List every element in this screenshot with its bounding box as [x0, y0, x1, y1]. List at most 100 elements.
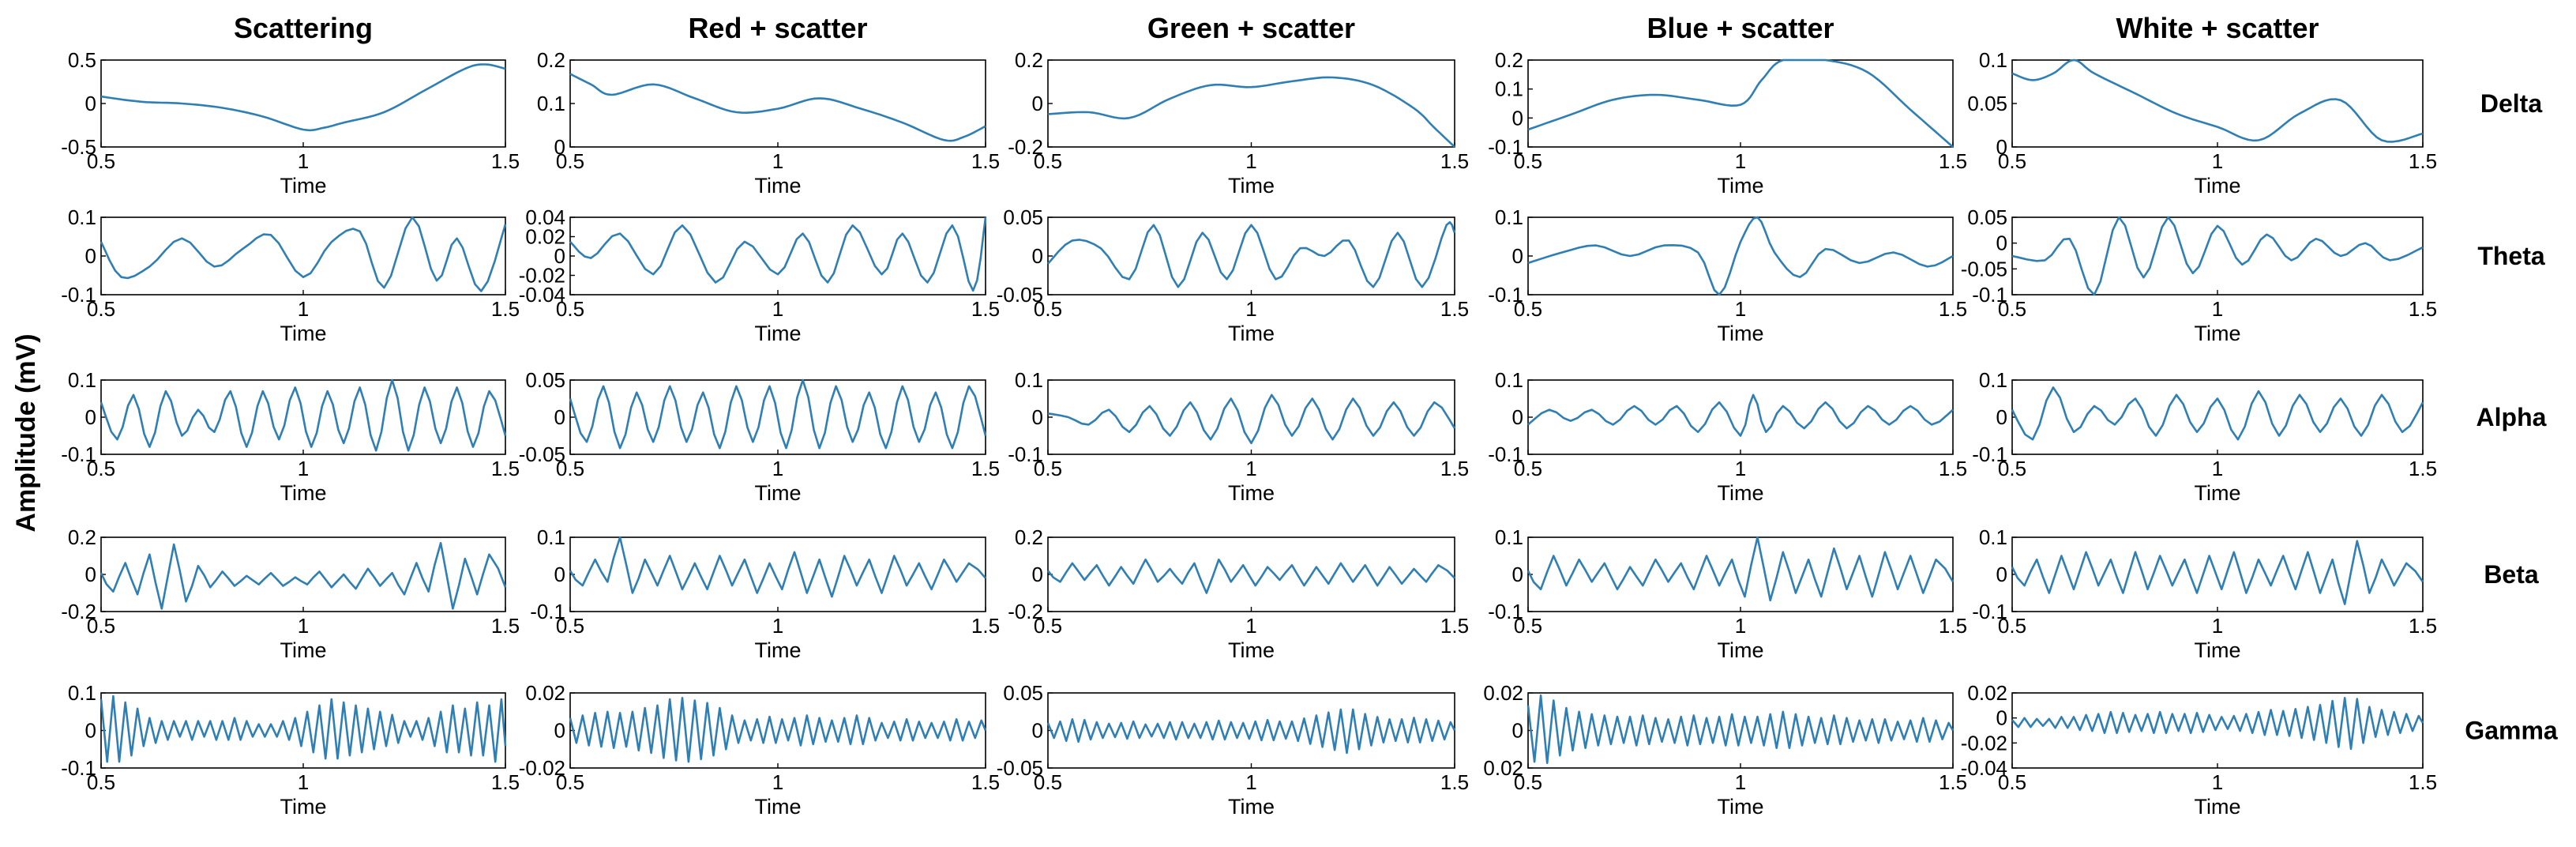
y-tick-label: 0 — [85, 719, 96, 743]
x-axis-label: Time — [280, 481, 327, 505]
x-tick-label: 1.5 — [2409, 614, 2437, 638]
series-line — [100, 63, 506, 132]
x-tick-label: 1.5 — [971, 149, 1000, 173]
column-title: Blue + scatter — [1647, 12, 1834, 44]
y-tick-label: -0.1 — [61, 442, 96, 466]
y-tick-label: -0.04 — [519, 283, 565, 307]
x-tick-label: 1.5 — [2409, 770, 2437, 794]
series-line — [569, 536, 986, 598]
y-tick-label: 0.1 — [68, 681, 96, 705]
panel-red-delta: 0.5 1 1.5 0 0.1 0.2 Time — [537, 48, 1000, 198]
x-axis-label: Time — [2195, 795, 2241, 819]
column-title: Green + scatter — [1147, 12, 1355, 44]
x-axis-label: Time — [1228, 638, 1275, 662]
x-axis-label: Time — [280, 174, 327, 198]
y-tick-label: 0 — [1996, 135, 2007, 159]
x-tick-label: 0.5 — [87, 297, 115, 321]
y-tick-label: 0.5 — [68, 48, 96, 72]
x-tick-label: 0.5 — [1514, 297, 1542, 321]
y-tick-label: 0.2 — [1015, 525, 1043, 549]
x-tick-label: 1 — [1245, 614, 1256, 638]
x-axis-label: Time — [1228, 174, 1275, 198]
y-tick-label: 0 — [1032, 244, 1043, 268]
column-titles: Scattering Red + scatter Green + scatter Bl… — [234, 12, 2319, 44]
x-tick-label: 1.5 — [2409, 297, 2437, 321]
x-tick-label: 0.5 — [1998, 457, 2026, 480]
series-line — [569, 697, 987, 763]
series-line — [2011, 58, 2424, 143]
x-tick-label: 1 — [1735, 457, 1746, 480]
y-tick-label: 0.1 — [1495, 525, 1523, 549]
x-tick-label: 0.5 — [1034, 457, 1062, 480]
y-tick-label: 0 — [1512, 244, 1523, 268]
y-tick-label: 0 — [85, 405, 96, 429]
x-axis-label: Time — [280, 322, 327, 345]
x-tick-label: 1.5 — [971, 297, 1000, 321]
x-tick-label: 1 — [1245, 770, 1256, 794]
y-tick-label: 0 — [1512, 563, 1523, 586]
axes-frame — [1527, 216, 1954, 296]
x-tick-label: 1.5 — [1939, 457, 1967, 480]
y-tick-label: 0 — [1032, 719, 1043, 743]
y-tick-label: 0 — [554, 563, 565, 586]
axes-frame — [1527, 379, 1954, 455]
panel-blue-theta: 0.5 1 1.5 -0.1 0 0.1 Time — [1488, 205, 1967, 345]
series-line — [2011, 216, 2424, 296]
y-tick-label: 0 — [1512, 719, 1523, 743]
y-tick-label: 0.1 — [1495, 368, 1523, 392]
y-tick-label: 0.2 — [537, 48, 565, 72]
x-axis-label: Time — [755, 638, 802, 662]
y-tick-label: 0.1 — [537, 525, 565, 549]
series-line — [1527, 393, 1954, 437]
y-tick-label: 0 — [1996, 706, 2007, 730]
figure-y-label: Amplitude (mV) — [11, 333, 41, 532]
x-tick-label: 0.5 — [556, 149, 584, 173]
y-tick-label: 0.1 — [1495, 205, 1523, 229]
y-tick-label: 0 — [1996, 405, 2007, 429]
x-tick-label: 0.5 — [1514, 457, 1542, 480]
series-line — [2011, 697, 2424, 751]
y-tick-label: 0.1 — [537, 92, 565, 115]
series-line — [1526, 536, 1955, 602]
panel-scattering-theta: 0.5 1 1.5 -0.1 0 0.1 Time — [61, 205, 520, 345]
y-tick-label: 0 — [554, 405, 565, 429]
y-tick-label: -0.5 — [61, 135, 96, 159]
y-tick-label: 0 — [1512, 106, 1523, 130]
x-axis-label: Time — [755, 174, 802, 198]
y-tick-label: -0.02 — [519, 264, 565, 288]
series-line — [2011, 386, 2424, 441]
y-tick-label: 0.1 — [68, 368, 96, 392]
y-tick-label: -0.2 — [1008, 600, 1043, 623]
row-label: Delta — [2480, 89, 2542, 118]
x-tick-label: 1 — [298, 770, 309, 794]
x-tick-label: 0.5 — [87, 457, 115, 480]
x-tick-label: 1 — [2212, 614, 2223, 638]
x-tick-label: 1 — [1245, 457, 1256, 480]
panel-scattering-alpha: 0.5 1 1.5 -0.1 0 0.1 Time — [61, 368, 520, 505]
x-tick-label: 0.5 — [1998, 614, 2026, 638]
y-tick-label: 0 — [1032, 405, 1043, 429]
y-tick-label: 0 — [85, 92, 96, 115]
axes-frame — [569, 216, 986, 296]
x-tick-label: 0.5 — [1998, 149, 2026, 173]
x-axis-label: Time — [755, 481, 802, 505]
row-labels: Delta Theta Alpha Beta Gamma — [2465, 89, 2558, 745]
y-tick-label: 0.02 — [1483, 756, 1523, 780]
panel-blue-gamma: 0.5 1 1.5 0.02 0 0.02 Time — [1483, 681, 1967, 819]
y-tick-label: -0.05 — [519, 442, 565, 466]
x-tick-label: 1.5 — [491, 457, 520, 480]
y-tick-label: -0.2 — [1008, 135, 1043, 159]
x-axis-label: Time — [1718, 174, 1764, 198]
y-tick-label: 0.2 — [68, 525, 96, 549]
y-tick-label: 0.1 — [1495, 77, 1523, 101]
series-line — [569, 73, 986, 142]
x-tick-label: 1 — [1245, 297, 1256, 321]
axes-frame — [1047, 59, 1455, 148]
panel-blue-alpha: 0.5 1 1.5 -0.1 0 0.1 Time — [1488, 368, 1967, 505]
x-tick-label: 1.5 — [1440, 297, 1469, 321]
axes-frame — [1527, 536, 1954, 612]
x-tick-label: 1 — [298, 149, 309, 173]
